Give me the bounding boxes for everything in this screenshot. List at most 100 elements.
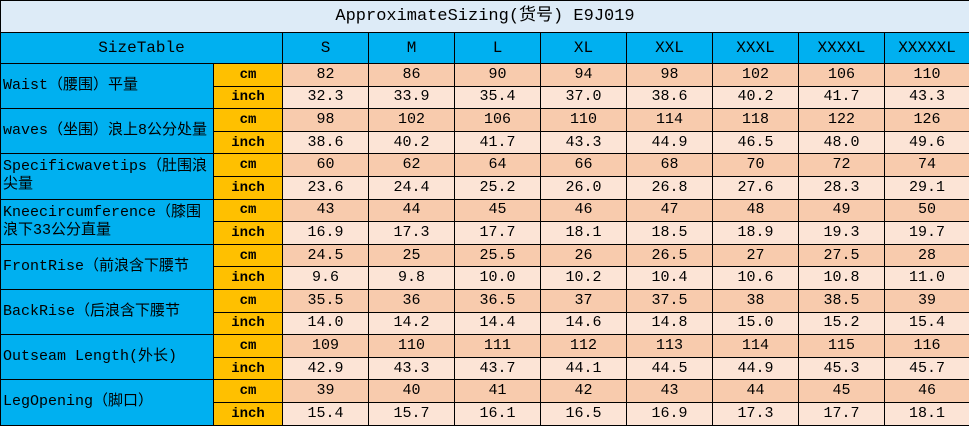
size-value: 14.2 <box>368 311 455 336</box>
table-title: ApproximateSizing(货号) E9J019 <box>0 0 969 33</box>
measure-row: inch 14.0 14.2 14.4 14.6 14.8 15.0 15.2 15.4 <box>1 311 969 336</box>
unit-label: inch <box>213 401 283 426</box>
size-value: 16.5 <box>540 401 627 426</box>
size-value: 102 <box>712 63 799 87</box>
size-value: 17.3 <box>368 221 455 245</box>
size-value: 44 <box>712 379 799 403</box>
unit-label: inch <box>213 175 283 200</box>
size-value: 28.3 <box>798 175 885 200</box>
size-value: 23.6 <box>282 175 369 200</box>
unit-label: cm <box>213 288 283 313</box>
size-value: 72 <box>798 153 885 177</box>
size-header: XXL <box>626 32 713 64</box>
measure-row: inch 9.6 9.8 10.0 10.2 10.4 10.6 10.8 11.0 <box>1 266 969 290</box>
size-value: 18.9 <box>712 221 799 245</box>
unit-label: cm <box>213 243 283 268</box>
measure-row: Outseam Length(外长) cm 109 110 111 112 113 114 11… <box>0 334 969 381</box>
size-value: 26 <box>540 243 627 268</box>
size-value: 16.1 <box>454 401 541 426</box>
size-value: 16.9 <box>626 401 713 426</box>
size-value: 24.5 <box>282 243 369 268</box>
size-value: 122 <box>798 108 885 132</box>
size-value: 106 <box>798 63 885 87</box>
size-value: 45.7 <box>883 356 969 381</box>
size-header: XXXXL <box>798 32 885 64</box>
size-value: 15.4 <box>282 401 369 426</box>
size-value: 94 <box>540 63 627 87</box>
size-value: 40.2 <box>712 85 799 110</box>
size-value: 37.0 <box>540 85 627 110</box>
size-value: 35.5 <box>282 288 369 313</box>
size-value: 38.6 <box>626 85 713 110</box>
size-value: 45.3 <box>798 356 885 381</box>
size-value: 114 <box>626 108 713 132</box>
measure-row: inch 23.6 24.4 25.2 26.0 26.8 27.6 28.3 29.1 <box>1 175 969 200</box>
size-header: L <box>454 32 541 64</box>
measure-label: waves（坐围）浪上8公分处量 <box>0 108 214 155</box>
size-value: 36.5 <box>454 288 541 313</box>
size-value: 110 <box>883 63 969 87</box>
size-header: M <box>368 32 455 64</box>
size-value: 62 <box>368 153 455 177</box>
unit-label: cm <box>213 63 283 87</box>
size-value: 44.5 <box>626 356 713 381</box>
size-value: 28 <box>883 243 969 268</box>
size-value: 10.4 <box>626 266 713 290</box>
measure-label: FrontRise（前浪含下腰节 <box>0 243 214 290</box>
measure-row: inch 38.6 40.2 41.7 43.3 44.9 46.5 48.0 49.6 <box>1 130 969 155</box>
size-value: 38.5 <box>798 288 885 313</box>
size-value: 114 <box>712 334 799 358</box>
size-value: 11.0 <box>883 266 969 290</box>
size-value: 40 <box>368 379 455 403</box>
size-value: 44.1 <box>540 356 627 381</box>
size-value: 32.3 <box>282 85 369 110</box>
size-value: 41.7 <box>454 130 541 155</box>
size-value: 19.3 <box>798 221 885 245</box>
size-value: 37 <box>540 288 627 313</box>
size-value: 43 <box>282 198 369 223</box>
size-value: 110 <box>368 334 455 358</box>
size-value: 43.3 <box>883 85 969 110</box>
table-body: ApproximateSizing(货号) E9J019 SizeTable S M… <box>0 0 969 426</box>
size-value: 19.7 <box>883 221 969 245</box>
size-value: 47 <box>626 198 713 223</box>
measure-row: inch 42.9 43.3 43.7 44.1 44.5 44.9 45.3 45.7 <box>1 356 969 381</box>
size-value: 39 <box>883 288 969 313</box>
size-value: 29.1 <box>883 175 969 200</box>
unit-label: cm <box>213 334 283 358</box>
size-value: 46 <box>540 198 627 223</box>
unit-label: cm <box>213 379 283 403</box>
size-value: 116 <box>883 334 969 358</box>
size-value: 27.5 <box>798 243 885 268</box>
size-value: 17.7 <box>798 401 885 426</box>
size-value: 26.5 <box>626 243 713 268</box>
size-value: 15.7 <box>368 401 455 426</box>
size-table: ApproximateSizing(货号) E9J019 SizeTable S M… <box>0 0 969 426</box>
size-value: 25.5 <box>454 243 541 268</box>
unit-label: inch <box>213 221 283 245</box>
size-value: 50 <box>883 198 969 223</box>
measure-label: Specificwavetips（肚围浪尖量 <box>0 153 214 200</box>
size-value: 82 <box>282 63 369 87</box>
size-value: 16.9 <box>282 221 369 245</box>
size-value: 44 <box>368 198 455 223</box>
size-value: 43.3 <box>540 130 627 155</box>
header-row: SizeTable S M L XL XXL XXXL XXXXL XXXXXL <box>0 32 969 64</box>
unit-label: inch <box>213 130 283 155</box>
size-value: 9.8 <box>368 266 455 290</box>
size-value: 126 <box>883 108 969 132</box>
size-value: 46 <box>883 379 969 403</box>
size-value: 45 <box>454 198 541 223</box>
size-value: 115 <box>798 334 885 358</box>
measure-row: Kneecircumference（膝围浪下33公分直量 cm 43 44 45 46 47… <box>0 198 969 245</box>
size-value: 98 <box>626 63 713 87</box>
measure-row: waves（坐围）浪上8公分处量 cm 98 102 106 110 114 118 122 12… <box>0 108 969 155</box>
measure-row: LegOpening（脚口） cm 39 40 41 42 43 44 45 46 <box>0 379 969 426</box>
size-value: 66 <box>540 153 627 177</box>
size-value: 49.6 <box>883 130 969 155</box>
size-value: 106 <box>454 108 541 132</box>
measure-label: Waist（腰围）平量 <box>0 62 214 110</box>
size-value: 42.9 <box>282 356 369 381</box>
unit-label: inch <box>213 85 283 110</box>
